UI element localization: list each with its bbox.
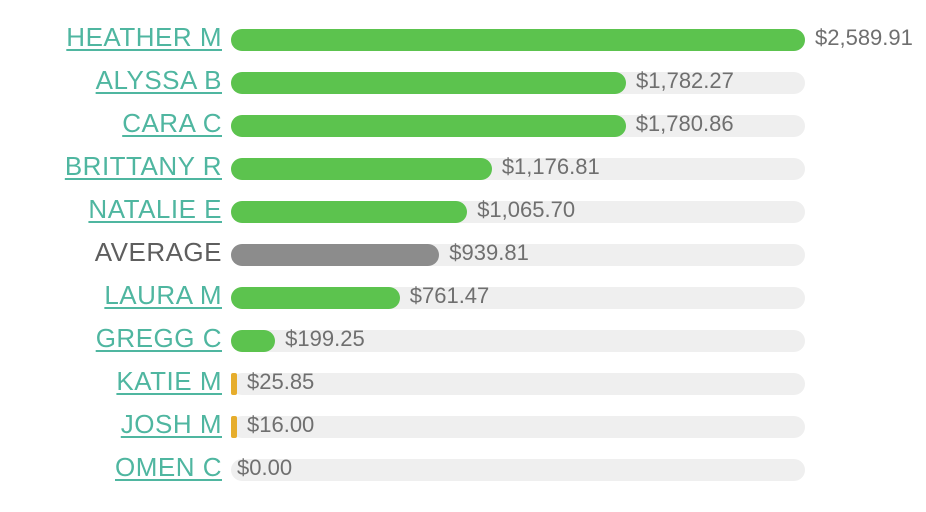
amount-label: $199.25 — [285, 326, 365, 351]
bar-row: ALYSSA B $1,782.27 — [0, 58, 926, 102]
bar — [231, 330, 276, 352]
participant-name-link[interactable]: OMEN C — [115, 452, 222, 482]
bar — [231, 115, 626, 137]
amount-label: $16.00 — [247, 412, 315, 437]
bar-track — [231, 29, 805, 51]
amount-label: $1,176.81 — [501, 154, 600, 179]
participant-name-link[interactable]: JOSH M — [120, 409, 222, 439]
bar — [231, 158, 492, 180]
participant-name-link[interactable]: CARA C — [122, 108, 222, 138]
bar-track — [231, 416, 805, 438]
bar-row: CARA C $1,780.86 — [0, 101, 926, 145]
bar-track — [231, 330, 805, 352]
amount-label: $1,780.86 — [635, 111, 734, 136]
average-label: AVERAGE — [94, 237, 222, 267]
average-bar — [231, 244, 440, 266]
participant-name-link[interactable]: LAURA M — [104, 280, 222, 310]
bar — [231, 287, 400, 309]
bar-track — [231, 373, 805, 395]
participant-name-link[interactable]: ALYSSA B — [95, 65, 222, 95]
participant-name-link[interactable]: KATIE M — [116, 366, 222, 396]
amount-label: $939.81 — [449, 240, 529, 265]
bar-track — [231, 244, 805, 266]
bar-row: OMEN C $0.00 — [0, 445, 926, 489]
bar-track — [231, 459, 805, 481]
amount-label: $1,782.27 — [636, 68, 734, 93]
participant-name-link[interactable]: NATALIE E — [88, 194, 222, 224]
bar-track — [231, 158, 805, 180]
bar-row: LAURA M $761.47 — [0, 273, 926, 317]
bar — [231, 72, 626, 94]
amount-label: $25.85 — [247, 369, 315, 394]
bar-row: HEATHER M $2,589.91 — [0, 15, 926, 59]
bar-track — [231, 201, 805, 223]
bar-track — [231, 287, 805, 309]
bar — [231, 416, 237, 438]
amount-label: $0.00 — [237, 455, 293, 480]
bar — [231, 29, 805, 51]
amount-label: $761.47 — [409, 283, 490, 308]
bar-row: KATIE M $25.85 — [0, 359, 926, 403]
participant-name-link[interactable]: GREGG C — [95, 323, 222, 353]
bar-row: JOSH M $16.00 — [0, 402, 926, 446]
bar — [231, 201, 468, 223]
participant-name-link[interactable]: HEATHER M — [66, 22, 222, 52]
bar-row: GREGG C $199.25 — [0, 316, 926, 360]
bar-row: NATALIE E $1,065.70 — [0, 187, 926, 231]
amount-label: $1,065.70 — [477, 197, 576, 222]
participant-name-link[interactable]: BRITTANY R — [64, 151, 222, 181]
bar-row: AVERAGE $939.81 — [0, 230, 926, 274]
amount-label: $2,589.91 — [815, 25, 913, 50]
bar-track — [231, 115, 805, 137]
bar — [231, 373, 237, 395]
bar-row: BRITTANY R $1,176.81 — [0, 144, 926, 188]
bar-track — [231, 72, 805, 94]
